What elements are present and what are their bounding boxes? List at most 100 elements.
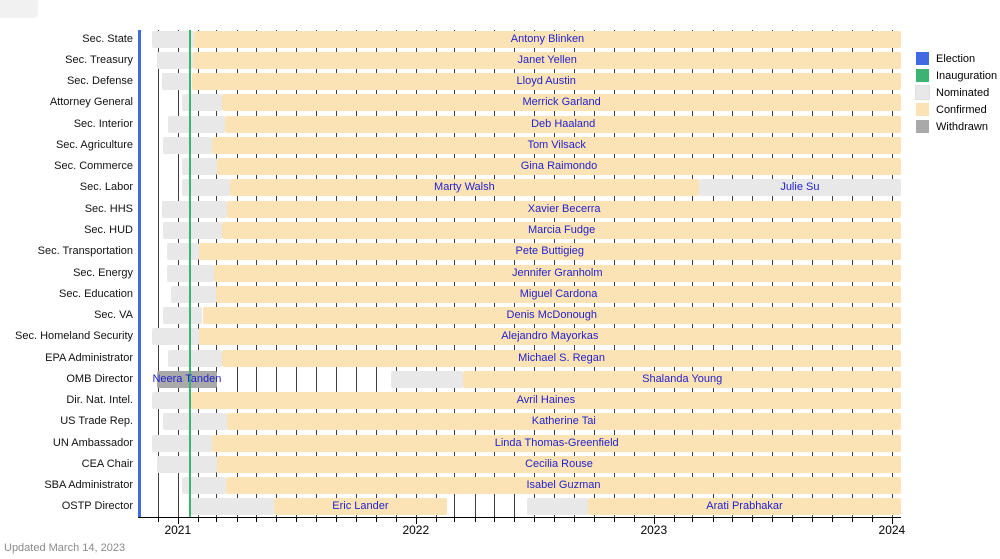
- bar-nominated: [163, 413, 227, 431]
- officeholder-name: Lloyd Austin: [516, 75, 576, 87]
- bar-confirmed: [212, 136, 901, 154]
- month-tick: [157, 518, 159, 522]
- bar-nominated: [166, 243, 199, 261]
- bar-confirmed: [212, 434, 901, 452]
- officeholder-name: Avril Haines: [516, 394, 576, 407]
- row-label: Sec. HUD: [84, 223, 133, 236]
- bar-confirmed: [222, 349, 901, 367]
- legend-label: Nominated: [936, 87, 990, 99]
- officeholder-name: Cecilia Rouse: [525, 457, 593, 470]
- month-tick: [812, 518, 814, 522]
- bar-nominated: [152, 30, 194, 48]
- officeholder-name: Arati Prabhakar: [706, 500, 783, 513]
- month-tick: [198, 518, 199, 522]
- month-tick: [236, 518, 238, 522]
- legend-item: Election: [916, 52, 1000, 66]
- officeholder-name: Tom Vilsack: [527, 138, 586, 151]
- bar-confirmed: [202, 307, 901, 324]
- year-tick: [177, 518, 179, 524]
- officeholder-name: Julie Su: [780, 181, 820, 194]
- bar-confirmed: [463, 370, 901, 388]
- bar-confirmed: [198, 243, 901, 261]
- bar-nominated: [163, 307, 203, 324]
- month-tick: [792, 518, 794, 522]
- legend-item: Nominated: [915, 85, 1000, 100]
- year-tick-label: 2023: [640, 523, 668, 537]
- bar-confirmed: [227, 200, 901, 218]
- bar-confirmed: [226, 413, 901, 431]
- row-label: UN Ambassador: [52, 436, 133, 449]
- bar-confirmed: [225, 115, 901, 133]
- bar-nominated: [181, 158, 217, 176]
- officeholder-name: Neera Tanden: [152, 372, 222, 385]
- bar-confirmed: [216, 455, 901, 473]
- bar-confirmed: [190, 392, 901, 410]
- officeholder-name: Marcia Fudge: [527, 223, 596, 236]
- month-tick: [494, 518, 496, 522]
- row-label: Sec. Education: [59, 287, 133, 300]
- row-label: SBA Administrator: [44, 479, 133, 492]
- month-tick: [771, 518, 773, 522]
- bar-nominated: [168, 115, 226, 133]
- row-label: Sec. HHS: [84, 202, 133, 215]
- bar-confirmed: [222, 94, 901, 112]
- month-tick: [256, 518, 257, 522]
- row-label: CEA Chair: [81, 457, 133, 470]
- officeholder-name: Jennifer Granholm: [512, 266, 603, 279]
- month-tick: [295, 518, 297, 522]
- year-tick: [653, 518, 655, 524]
- officeholder-name: Michael S. Regan: [518, 351, 605, 364]
- year-tick: [415, 518, 417, 524]
- bar-confirmed: [191, 73, 901, 90]
- legend-label: Withdrawn: [936, 121, 988, 133]
- row-label: Sec. Agriculture: [55, 138, 133, 151]
- month-tick: [395, 518, 397, 522]
- row-label: OSTP Director: [61, 500, 133, 513]
- legend-swatch-inauguration: [916, 69, 929, 82]
- month-tick: [852, 518, 854, 522]
- month-tick: [336, 518, 338, 522]
- month-tick: [316, 518, 317, 522]
- officeholder-name: Xavier Becerra: [527, 202, 601, 215]
- row-label: Sec. VA: [94, 309, 133, 321]
- bar-confirmed: [588, 498, 901, 516]
- bar-nominated: [156, 51, 194, 69]
- officeholder-name: Linda Thomas-Greenfield: [494, 436, 619, 449]
- election-line: [138, 30, 141, 517]
- legend-swatch-withdrawn: [916, 120, 929, 133]
- legend-item: Withdrawn: [916, 120, 1000, 134]
- bar-nominated: [181, 477, 226, 495]
- officeholder-name: Deb Haaland: [531, 117, 596, 130]
- bar-confirmed: [193, 51, 901, 69]
- month-tick: [871, 518, 873, 522]
- legend-swatch-election: [916, 52, 929, 65]
- row-label: Sec. Commerce: [54, 160, 133, 173]
- row-label: Attorney General: [49, 96, 133, 109]
- bar-nominated: [171, 285, 217, 303]
- bar-nominated: [181, 94, 223, 112]
- bar-nominated: [527, 498, 588, 516]
- bar-nominated: [152, 392, 191, 410]
- month-tick: [216, 518, 218, 522]
- month-tick: [276, 518, 278, 522]
- month-tick: [533, 518, 535, 522]
- officeholder-name: Isabel Guzman: [526, 479, 601, 492]
- row-label: Sec. Treasury: [65, 53, 133, 66]
- updated-note: Updated March 14, 2023: [4, 542, 126, 554]
- year-tick: [891, 518, 893, 524]
- legend-label: Confirmed: [936, 104, 987, 116]
- month-tick: [692, 518, 694, 522]
- officeholder-name: Gina Raimondo: [520, 160, 598, 173]
- bar-nominated: [162, 73, 192, 90]
- officeholder-name: Merrick Garland: [522, 96, 601, 109]
- month-tick: [454, 518, 456, 522]
- legend-label: Election: [936, 53, 976, 65]
- month-tick: [514, 518, 516, 522]
- row-label: Sec. State: [82, 32, 133, 45]
- legend-item: Inauguration: [916, 69, 1000, 83]
- row-label: Dir. Nat. Intel.: [66, 394, 133, 407]
- legend-label: Inauguration: [936, 70, 998, 82]
- month-tick: [574, 518, 576, 522]
- legend-swatch-confirmed: [916, 103, 929, 116]
- row-label: Sec. Labor: [79, 181, 133, 194]
